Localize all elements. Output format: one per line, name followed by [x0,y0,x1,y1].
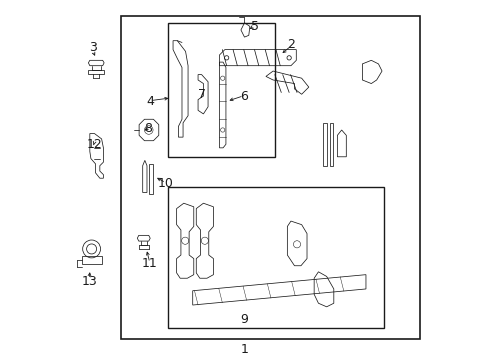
Text: 11: 11 [142,257,158,270]
Text: 1: 1 [240,343,248,356]
Text: 12: 12 [86,138,102,151]
Text: 10: 10 [158,177,174,190]
Bar [121,16,419,339]
Text: 9: 9 [240,313,248,326]
Bar [167,187,383,328]
Text: 2: 2 [286,38,294,51]
Text: 3: 3 [88,41,97,54]
Text: 8: 8 [144,122,152,135]
Text: 6: 6 [240,90,248,103]
Text: 7: 7 [197,88,205,101]
Text: 13: 13 [81,275,97,288]
Text: 4: 4 [145,95,153,108]
Text: 5: 5 [251,20,259,33]
Bar [167,23,274,157]
